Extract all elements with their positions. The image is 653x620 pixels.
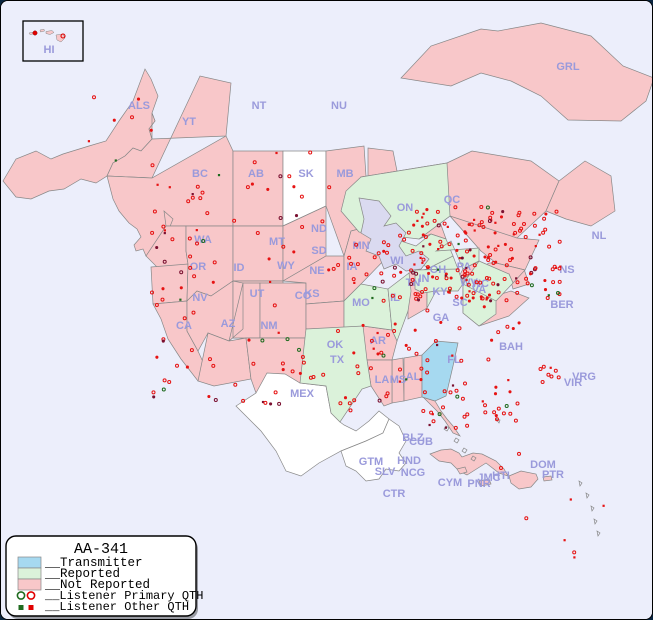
svg-text:OR: OR (190, 261, 207, 273)
svg-text:WY: WY (277, 260, 295, 272)
svg-text:LA: LA (375, 374, 390, 386)
svg-text:NU: NU (331, 100, 347, 112)
svg-text:MT: MT (269, 236, 285, 248)
svg-text:AL: AL (406, 371, 421, 383)
svg-text:AB: AB (248, 168, 264, 180)
svg-text:AR: AR (370, 335, 386, 347)
svg-text:PNR: PNR (467, 478, 490, 490)
svg-text:BAH: BAH (499, 341, 523, 353)
svg-text:ID: ID (234, 262, 245, 274)
svg-text:YT: YT (182, 116, 196, 128)
svg-text:HI: HI (44, 44, 55, 56)
svg-text:GRL: GRL (556, 61, 580, 73)
svg-text:NT: NT (252, 100, 267, 112)
svg-text:PTR: PTR (542, 469, 564, 481)
svg-text:BC: BC (192, 168, 208, 180)
svg-text:NL: NL (592, 230, 607, 242)
svg-text:NE: NE (309, 265, 324, 277)
svg-text:MS: MS (390, 374, 407, 386)
svg-text:BER: BER (550, 299, 573, 311)
svg-text:SK: SK (298, 168, 313, 180)
svg-text:AZ: AZ (221, 318, 236, 330)
svg-text:SC: SC (452, 297, 467, 309)
svg-text:KS: KS (304, 288, 319, 300)
svg-text:KY: KY (432, 286, 448, 298)
svg-text:CYM: CYM (438, 477, 462, 489)
svg-text:ALS: ALS (128, 100, 150, 112)
svg-text:NS: NS (559, 264, 574, 276)
svg-text:NM: NM (260, 320, 277, 332)
svg-text:HND: HND (397, 455, 421, 467)
svg-text:WI: WI (390, 255, 403, 267)
svg-text:ND: ND (311, 223, 327, 235)
svg-text:BLZ: BLZ (402, 432, 424, 444)
svg-text:MEX: MEX (290, 388, 315, 400)
svg-text:OK: OK (327, 339, 344, 351)
svg-text:UT: UT (250, 288, 265, 300)
svg-text:NV: NV (192, 292, 208, 304)
svg-text:NCG: NCG (401, 467, 425, 479)
svg-text:TX: TX (330, 354, 345, 366)
svg-text:__Listener Other QTH: __Listener Other QTH (44, 600, 189, 614)
svg-text:SD: SD (311, 245, 326, 257)
svg-text:VIR: VIR (564, 377, 582, 389)
svg-text:FL: FL (447, 354, 461, 366)
svg-text:ON: ON (397, 202, 414, 214)
svg-text:QC: QC (444, 194, 461, 206)
svg-text:HTI: HTI (492, 470, 510, 482)
svg-text:CA: CA (176, 320, 192, 332)
svg-text:CTR: CTR (383, 488, 406, 500)
svg-text:MB: MB (336, 168, 353, 180)
svg-text:SLV: SLV (375, 466, 396, 478)
svg-text:MO: MO (352, 297, 370, 309)
